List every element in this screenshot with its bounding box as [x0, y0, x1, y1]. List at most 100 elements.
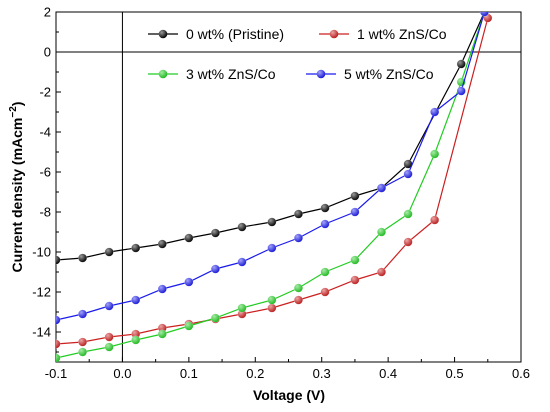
legend-label: 3 wt% ZnS/Co	[186, 66, 276, 82]
y-tick-label: -10	[32, 245, 51, 260]
y-tick-label: -12	[32, 285, 51, 300]
data-point	[184, 277, 194, 287]
legend-marker	[329, 29, 339, 39]
data-point	[56, 255, 61, 265]
data-point	[376, 183, 387, 193]
data-point	[210, 228, 221, 238]
data-point	[320, 267, 330, 277]
y-tick-label: -14	[32, 325, 51, 340]
data-point	[157, 239, 167, 249]
y-tick-label: 0	[44, 45, 51, 60]
series-line	[56, 17, 489, 345]
data-point	[56, 315, 61, 325]
plot-frame	[55, 11, 522, 363]
data-point	[350, 207, 360, 217]
y-axis-title-superscript: −2	[8, 106, 19, 118]
data-point	[293, 295, 304, 305]
legend-marker	[158, 69, 168, 79]
data-point	[376, 267, 387, 277]
data-point	[479, 12, 490, 17]
series-1	[56, 13, 493, 349]
data-point	[131, 295, 141, 305]
data-point	[77, 253, 88, 263]
data-point	[350, 275, 360, 285]
y-tick-label: -4	[39, 125, 51, 140]
x-tick-label: 0.1	[180, 366, 198, 381]
data-point	[430, 107, 440, 117]
legend-item: 5 wt% ZnS/Co	[306, 66, 434, 82]
data-point	[267, 295, 277, 305]
data-point	[293, 283, 304, 293]
data-point	[293, 209, 304, 219]
data-point	[350, 255, 360, 265]
y-tick-label: -2	[39, 85, 51, 100]
series-layer	[56, 12, 493, 362]
data-point	[104, 247, 114, 257]
legend-label: 5 wt% ZnS/Co	[344, 66, 434, 82]
data-point	[430, 215, 440, 225]
data-point	[184, 321, 194, 331]
data-point	[320, 219, 330, 229]
y-axis-title-main: Current density (mAcm	[9, 118, 25, 273]
data-point	[403, 169, 413, 179]
legend-marker	[316, 69, 326, 79]
data-point	[237, 257, 247, 267]
data-point	[267, 243, 277, 253]
y-axis-title-close: )	[9, 102, 25, 107]
data-point	[104, 332, 114, 342]
data-point	[403, 237, 413, 247]
x-tick-label: -0.1	[45, 366, 67, 381]
data-point	[210, 264, 221, 274]
data-point	[131, 243, 141, 253]
data-point	[56, 353, 61, 362]
x-axis-title: Voltage (V)	[253, 387, 325, 403]
data-point	[210, 313, 221, 323]
x-tick-label: 0.3	[313, 366, 331, 381]
data-point	[184, 233, 194, 243]
data-point	[320, 287, 330, 297]
data-point	[237, 303, 247, 313]
data-point	[267, 303, 277, 313]
legend-marker	[158, 29, 168, 39]
data-point	[350, 191, 360, 201]
data-point	[77, 347, 88, 357]
zero-reference-lines	[56, 12, 521, 362]
legend-label: 0 wt% (Pristine)	[186, 26, 284, 42]
y-axis-title: Current density (mAcm−2)	[8, 102, 25, 273]
data-point	[293, 233, 304, 243]
legend-item: 0 wt% (Pristine)	[148, 26, 284, 42]
x-tick-label: 0.5	[446, 366, 464, 381]
y-tick-label: -8	[39, 205, 51, 220]
x-tick-label: 0.0	[113, 366, 131, 381]
x-tick-label: 0.4	[379, 366, 397, 381]
y-tick-label: -6	[39, 165, 51, 180]
data-point	[131, 335, 141, 345]
series-line	[56, 12, 486, 261]
legend-label: 1 wt% ZnS/Co	[357, 26, 447, 42]
x-tick-label: 0.6	[512, 366, 530, 381]
data-point	[403, 209, 413, 219]
data-point	[376, 227, 387, 237]
series-line	[56, 12, 486, 321]
data-point	[77, 309, 88, 319]
legend-item: 1 wt% ZnS/Co	[319, 26, 447, 42]
data-point	[157, 329, 167, 339]
series-0	[56, 12, 490, 265]
y-tick-label: 2	[44, 5, 51, 20]
data-point	[456, 59, 466, 69]
data-point	[237, 222, 247, 232]
y-axis-ticks: 2 0 -2 -4 -6 -8 -10 -12 -14	[32, 5, 61, 353]
data-point	[430, 149, 440, 159]
x-axis-ticks: -0.1 0.0 0.1 0.2 0.3 0.4 0.5 0.6	[45, 357, 530, 381]
data-point	[104, 342, 114, 352]
legend: 0 wt% (Pristine) 1 wt% ZnS/Co 3 wt% ZnS/Co…	[148, 26, 447, 82]
data-point	[104, 301, 114, 311]
series-3	[56, 12, 490, 325]
x-tick-label: 0.2	[246, 366, 264, 381]
data-point	[320, 203, 330, 213]
data-point	[157, 284, 167, 294]
data-point	[456, 86, 466, 96]
data-point	[267, 217, 277, 227]
legend-item: 3 wt% ZnS/Co	[148, 66, 276, 82]
